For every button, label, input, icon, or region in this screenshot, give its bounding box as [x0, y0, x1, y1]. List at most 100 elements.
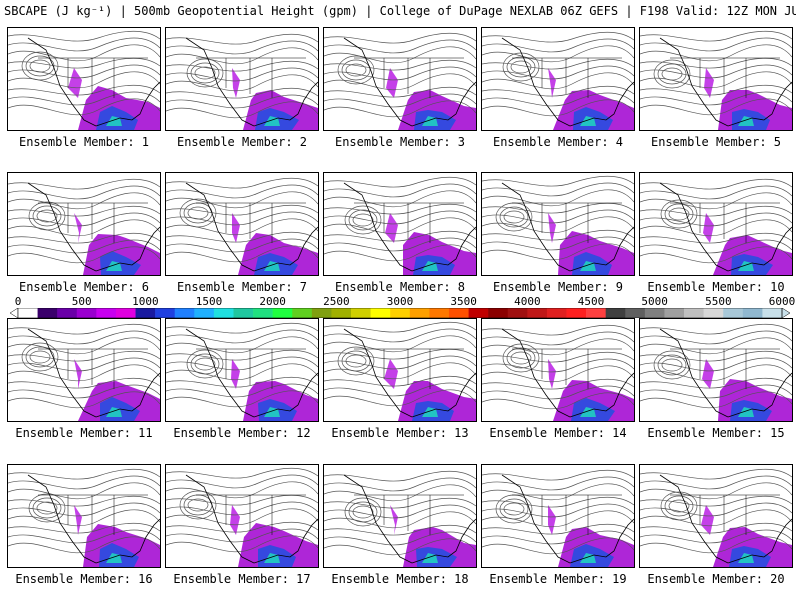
height-contour [8, 384, 160, 399]
closed-low-contour [186, 349, 224, 379]
height-contour [8, 219, 160, 237]
height-contour [482, 65, 634, 80]
north-america-map [482, 31, 634, 130]
height-contour [8, 30, 160, 42]
height-contour [166, 336, 318, 354]
coastline [501, 37, 634, 127]
closed-low-contour [499, 498, 529, 520]
ensemble-map-panel [323, 464, 477, 568]
height-contour [640, 185, 792, 200]
state-borders [38, 348, 148, 389]
height-contour [8, 84, 160, 96]
state-borders [670, 494, 780, 535]
height-contour [324, 237, 476, 252]
height-contour [640, 192, 792, 210]
ensemble-map-panel [7, 27, 161, 131]
cape-shading-region [390, 505, 398, 535]
state-borders [670, 202, 780, 243]
cape-shading-region [703, 213, 714, 243]
height-contour [166, 363, 318, 381]
height-contour [640, 57, 792, 69]
closed-low-contour [348, 501, 378, 523]
ensemble-map-panel [481, 464, 635, 568]
height-contour [324, 59, 476, 71]
height-contour [482, 351, 634, 363]
colorbar-outline [17, 308, 783, 318]
coastline [659, 328, 792, 418]
closed-low-contour [653, 350, 691, 380]
cape-shading-region [74, 213, 82, 243]
closed-low-contour [503, 502, 525, 516]
ensemble-member-label: Ensemble Member: 4 [492, 135, 624, 149]
colorbar-tick-label: 6000 [768, 295, 796, 308]
height-contour [640, 178, 792, 190]
closed-low-contour [345, 354, 367, 368]
height-contour [166, 329, 318, 344]
cape-shading-region [384, 359, 398, 389]
colorbar-swatch [76, 308, 97, 318]
height-contour [8, 44, 160, 62]
colorbar-swatch [429, 308, 450, 318]
closed-low-contour [661, 358, 683, 372]
height-contour [8, 350, 160, 362]
state-borders [354, 202, 464, 243]
height-contour [8, 192, 160, 210]
ensemble-member-label: Ensemble Member: 14 [489, 426, 627, 440]
ensemble-map-panel [165, 464, 319, 568]
colorbar-swatch [546, 308, 567, 318]
height-contour [324, 230, 476, 242]
height-contour [8, 212, 160, 227]
height-contour [482, 31, 634, 43]
height-contour [166, 231, 318, 243]
height-contour [640, 495, 792, 507]
colorbar-tick-label: 3500 [450, 295, 477, 308]
ensemble-member-label: Ensemble Member: 17 [173, 572, 311, 586]
ensemble-member-label: Ensemble Member: 16 [15, 572, 153, 586]
height-contour [640, 350, 792, 362]
coastline [27, 328, 160, 418]
closed-low-contour [190, 353, 220, 375]
colorbar-max-arrow [781, 308, 790, 318]
state-borders [354, 348, 464, 389]
height-contour [482, 385, 634, 400]
height-contour [640, 509, 792, 527]
north-america-map [8, 323, 160, 421]
coastline [343, 182, 476, 272]
closed-low-contour [657, 354, 687, 376]
north-america-map [640, 30, 792, 130]
ensemble-member-label: Ensemble Member: 10 [647, 280, 785, 294]
height-contour [166, 494, 318, 506]
closed-low-contour [29, 59, 51, 73]
height-contour [324, 217, 476, 235]
colorbar-tick-label: 5500 [705, 295, 732, 308]
height-contour [8, 178, 160, 190]
colorbar-swatch [468, 308, 489, 318]
height-contour [482, 324, 634, 336]
height-contour [640, 323, 792, 335]
ensemble-map-panel [165, 172, 319, 276]
colorbar-swatch [762, 308, 783, 318]
colorbar-swatch [253, 308, 273, 318]
height-contour [8, 522, 160, 534]
height-contour [324, 328, 476, 343]
height-contour [482, 45, 634, 63]
height-contour [482, 85, 634, 97]
ensemble-map-panel [639, 318, 793, 422]
ensemble-map-panel [639, 464, 793, 568]
closed-low-contour [28, 201, 66, 231]
height-contour [640, 529, 792, 544]
closed-low-contour [657, 63, 687, 85]
north-america-map [166, 467, 318, 567]
colorbar-swatch [723, 308, 744, 318]
height-contour [8, 205, 160, 217]
colorbar-tick-label: 1500 [195, 295, 223, 308]
north-america-map [166, 33, 318, 130]
north-america-map [166, 177, 318, 275]
height-contour [482, 38, 634, 53]
ensemble-map-panel [165, 27, 319, 131]
colorbar-swatch [272, 308, 293, 318]
colorbar-swatch [507, 308, 528, 318]
closed-low-contour [341, 350, 371, 372]
height-contour [640, 246, 792, 264]
height-contour [640, 71, 792, 89]
